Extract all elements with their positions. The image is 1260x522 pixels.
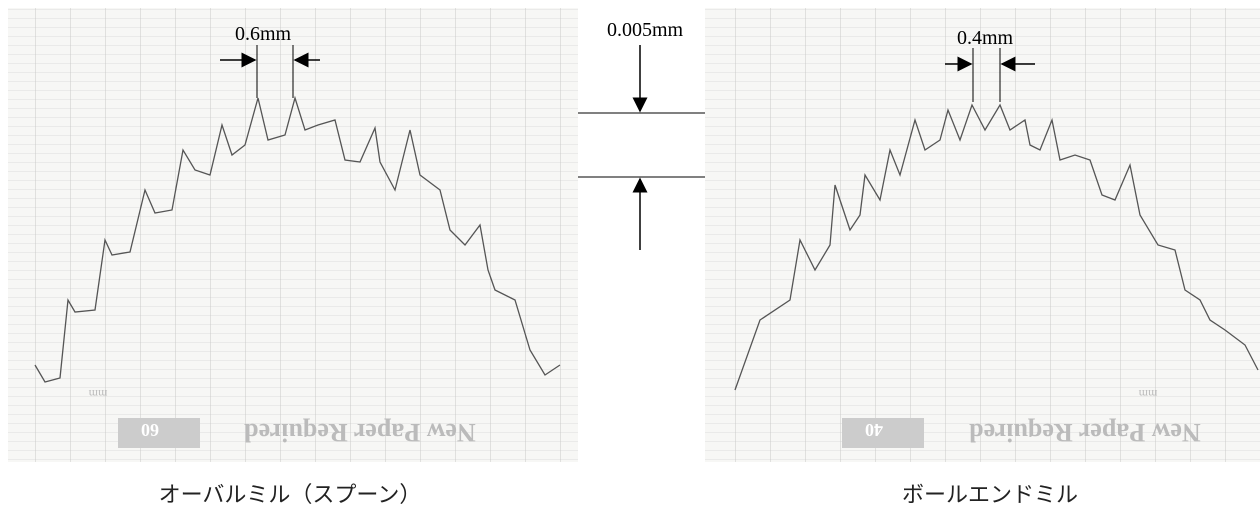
unit-label: mm	[88, 387, 107, 401]
paper-notice: New Paper Required	[244, 418, 476, 447]
pitch-label: 0.4mm	[957, 27, 1014, 49]
height-scale-label: 0.005mm	[607, 19, 684, 41]
speed-label: 60	[141, 420, 159, 440]
pitch-label: 0.6mm	[235, 23, 292, 45]
paper-notice: New Paper Required	[969, 418, 1201, 447]
chart-paper	[705, 8, 1260, 462]
unit-label: mm	[1138, 387, 1157, 401]
page: {"left_chart": {"pitch_label": "0.6mm", …	[0, 0, 1260, 522]
speed-label: 40	[865, 420, 883, 440]
caption: ボールエンドミル	[902, 483, 1078, 508]
caption: オーバルミル（スプーン）	[159, 483, 422, 508]
figure: New Paper Required 60 mm 0.6mm オーバルミル（スプ…	[0, 0, 1260, 522]
